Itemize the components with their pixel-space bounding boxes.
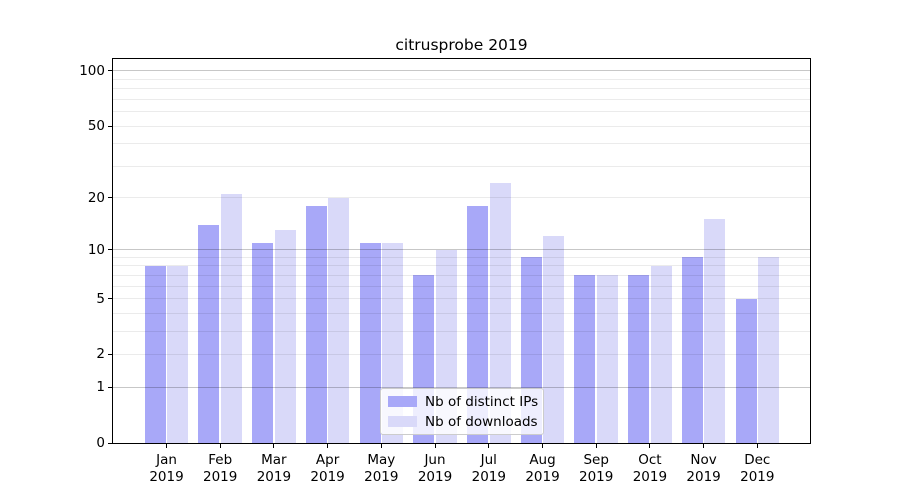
legend-swatch-downloads — [388, 416, 417, 427]
x-axis-tick — [488, 444, 490, 448]
bar-downloads — [489, 183, 511, 443]
bar-distinct-ips — [735, 298, 757, 443]
gridline-minor — [113, 143, 810, 145]
x-axis-tick-label: May 2019 — [364, 452, 399, 485]
x-axis-tick-label: Oct 2019 — [632, 452, 668, 485]
legend-swatch-distinct-ips — [388, 396, 417, 407]
x-axis-tick — [756, 444, 758, 448]
legend-item-downloads: Nb of downloads — [388, 413, 543, 430]
x-axis-tick-label: Jun 2019 — [417, 452, 453, 485]
x-axis-tick-label: Apr 2019 — [310, 452, 345, 485]
gridline-minor — [113, 256, 810, 258]
y-axis-tick-label: 100 — [79, 62, 105, 79]
y-axis-tick-label: 20 — [87, 189, 105, 206]
bar-downloads — [221, 193, 242, 443]
x-axis-tick-label: Jan 2019 — [149, 452, 184, 485]
bar-downloads — [543, 236, 565, 443]
gridline-minor — [113, 330, 810, 332]
gridline-minor — [113, 298, 810, 299]
bar-distinct-ips — [467, 205, 488, 443]
legend-label-downloads: Nb of downloads — [425, 413, 538, 430]
gridline-minor — [113, 125, 810, 127]
bar-distinct-ips — [198, 224, 220, 443]
bar-distinct-ips — [144, 265, 166, 443]
gridline-major — [113, 386, 810, 388]
x-axis-tick-label: Feb 2019 — [203, 452, 238, 485]
legend-label-distinct-ips: Nb of distinct IPs — [425, 393, 539, 410]
gridline-minor — [113, 165, 810, 167]
y-axis-tick — [108, 249, 112, 251]
y-axis-tick — [108, 125, 112, 127]
gridline-minor — [113, 98, 810, 100]
x-axis-tick-label: Jul 2019 — [471, 452, 506, 485]
y-axis-tick — [108, 298, 112, 299]
y-axis-tick-label: 0 — [96, 435, 105, 451]
y-axis-tick-label: 2 — [96, 346, 105, 363]
y-axis-tick-label: 50 — [87, 118, 105, 134]
gridline-minor — [113, 78, 810, 80]
gridline-minor — [113, 197, 810, 198]
bar-distinct-ips — [252, 242, 274, 443]
bar-distinct-ips — [628, 275, 650, 443]
gridline-minor — [113, 88, 810, 90]
gridline-minor — [113, 312, 810, 314]
bar-downloads — [274, 230, 296, 443]
bar-downloads — [758, 257, 780, 443]
x-axis-tick-label: Nov 2019 — [686, 452, 721, 485]
gridline-minor — [113, 265, 810, 267]
x-axis-tick — [542, 444, 543, 448]
x-axis-tick-label: Dec 2019 — [740, 452, 775, 485]
bar-downloads — [650, 265, 672, 443]
x-axis-tick — [219, 444, 221, 448]
legend-item-distinct-ips: Nb of distinct IPs — [388, 393, 543, 410]
y-axis-tick — [108, 353, 112, 355]
bar-distinct-ips — [305, 205, 327, 443]
gridline-major — [113, 70, 810, 72]
y-axis-tick-label: 1 — [96, 379, 105, 396]
y-axis-tick-label: 10 — [87, 241, 105, 258]
chart-title: citrusprobe 2019 — [395, 36, 528, 54]
x-axis-tick-label: Mar 2019 — [256, 452, 292, 485]
x-axis-tick-label: Aug 2019 — [525, 452, 560, 485]
bar-downloads — [704, 219, 726, 443]
x-axis-tick — [434, 444, 436, 448]
bar-distinct-ips — [359, 242, 381, 443]
x-axis-tick — [166, 444, 167, 448]
gridline-minor — [113, 353, 810, 355]
gridline-major — [113, 249, 810, 251]
x-axis-tick-label: Sep 2019 — [579, 452, 614, 485]
y-axis-tick — [108, 386, 112, 388]
y-axis-tick — [108, 70, 112, 72]
gridline-minor — [113, 285, 810, 287]
bar-downloads — [597, 275, 618, 443]
x-axis-tick — [595, 444, 597, 448]
legend: Nb of distinct IPs Nb of downloads — [380, 388, 544, 435]
gridline-minor — [113, 111, 810, 112]
x-axis-tick — [649, 444, 651, 448]
plot-area — [112, 58, 811, 444]
gridline-minor — [113, 274, 810, 276]
y-axis-tick — [108, 197, 112, 198]
x-axis-tick — [380, 444, 382, 448]
x-axis-tick — [703, 444, 705, 448]
x-axis-tick — [273, 444, 275, 448]
y-axis-tick — [108, 442, 112, 444]
bar-distinct-ips — [574, 275, 596, 443]
bar-distinct-ips — [681, 257, 703, 443]
bar-downloads — [328, 197, 350, 443]
x-axis-tick — [327, 444, 329, 448]
y-axis-tick-label: 5 — [96, 290, 105, 307]
bar-downloads — [167, 265, 189, 443]
